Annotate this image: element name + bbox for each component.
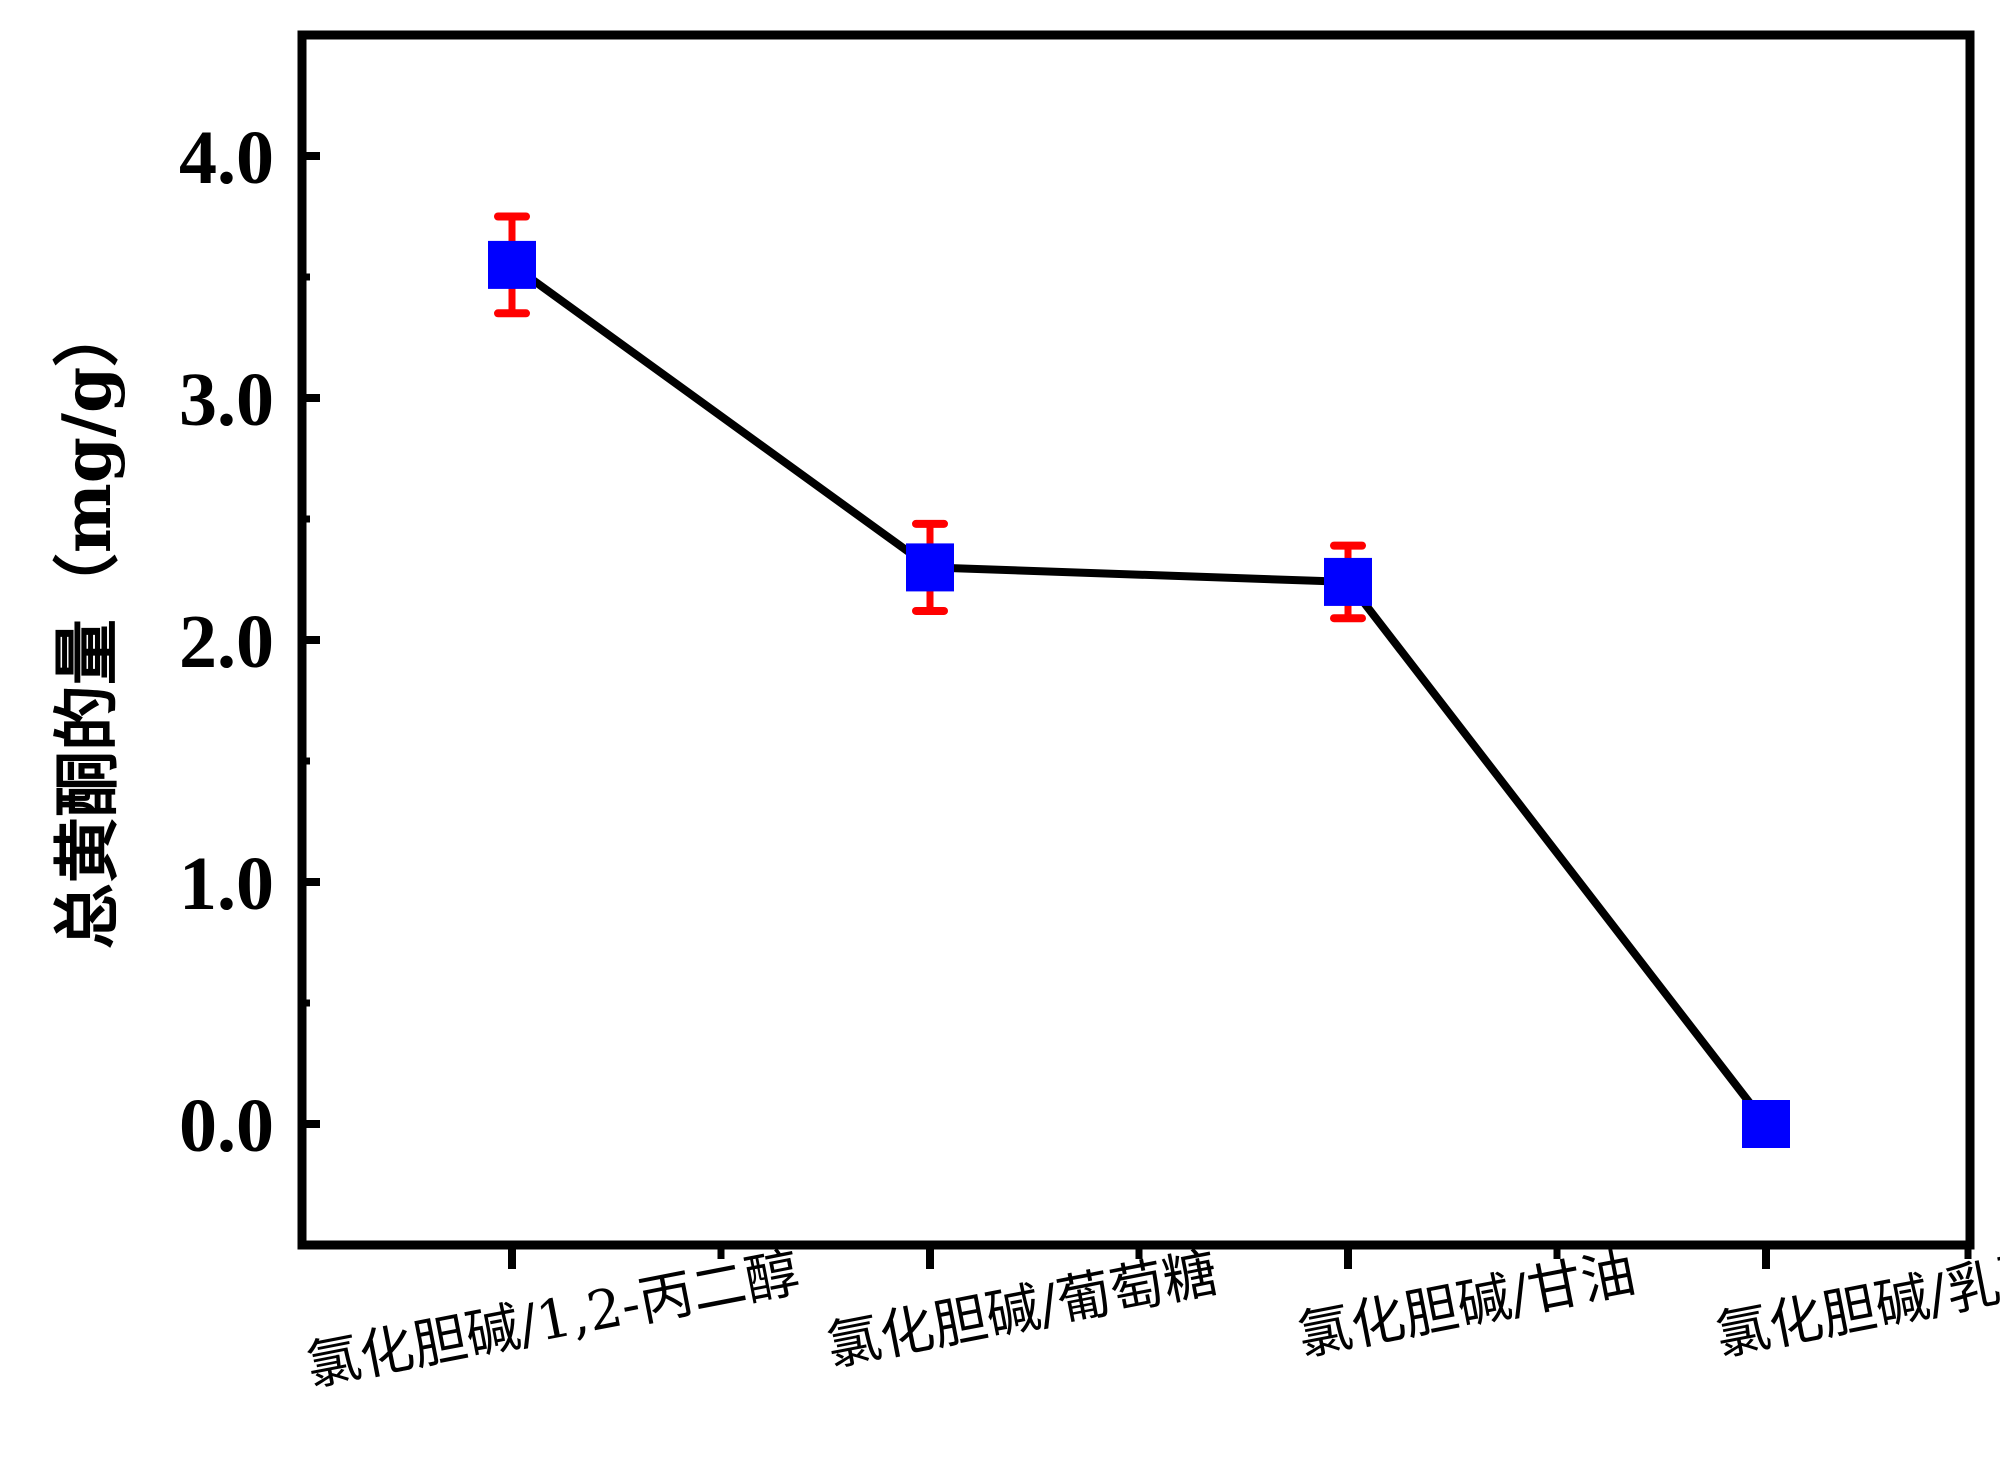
data-point	[488, 240, 536, 289]
x-tick-label: 氯化胆碱/1,2-丙二醇	[301, 1241, 804, 1398]
x-tick-label: 氯化胆碱/乳酸	[1711, 1241, 2000, 1368]
y-tick-label: 0.0	[179, 1084, 274, 1168]
data-point	[1742, 1100, 1790, 1148]
data-point	[1324, 557, 1372, 606]
y-tick-label: 1.0	[179, 842, 274, 926]
tick-marks	[298, 31, 1972, 1269]
y-tick-label: 2.0	[179, 600, 274, 684]
x-tick-labels: 氯化胆碱/1,2-丙二醇 氯化胆碱/葡萄糖 氯化胆碱/甘油 氯化胆碱/乳酸	[301, 1241, 2000, 1398]
series-line	[509, 261, 1770, 1127]
data-point	[906, 543, 954, 592]
x-tick-label: 氯化胆碱/葡萄糖	[822, 1241, 1223, 1378]
y-tick-label: 4.0	[179, 116, 274, 200]
y-axis-title: 总黄酮的量（mg/g）	[48, 301, 126, 949]
y-tick-labels: 0.0 1.0 2.0 3.0 4.0	[179, 116, 274, 1168]
series	[488, 212, 1790, 1148]
y-tick-label: 3.0	[179, 358, 274, 442]
y-axis-title-group: 总黄酮的量（mg/g）	[48, 301, 126, 949]
